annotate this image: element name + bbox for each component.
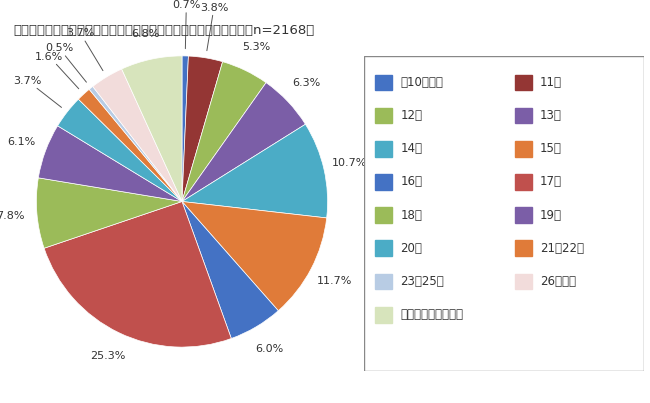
- Wedge shape: [182, 56, 222, 202]
- Wedge shape: [38, 126, 182, 202]
- Text: 12歳: 12歳: [400, 109, 422, 122]
- Text: 19歳: 19歳: [540, 209, 562, 222]
- Text: 10.7%: 10.7%: [332, 158, 367, 168]
- Bar: [515, 207, 532, 223]
- Wedge shape: [182, 83, 306, 202]
- Bar: [515, 274, 532, 289]
- Wedge shape: [182, 124, 328, 218]
- Text: 21～22歳: 21～22歳: [540, 242, 584, 255]
- Text: 16歳: 16歳: [400, 175, 422, 189]
- Text: メークはしていない: メークはしていない: [400, 308, 463, 321]
- Bar: [375, 207, 392, 223]
- Text: 15歳: 15歳: [540, 142, 562, 155]
- Text: 6.1%: 6.1%: [6, 137, 35, 147]
- Text: ～10歳まで: ～10歳まで: [400, 76, 443, 89]
- Wedge shape: [93, 69, 182, 202]
- Wedge shape: [182, 202, 278, 339]
- Text: 5.3%: 5.3%: [242, 42, 271, 52]
- Text: 3.7%: 3.7%: [66, 28, 103, 71]
- Bar: [515, 174, 532, 190]
- Text: 0.7%: 0.7%: [172, 0, 200, 49]
- Wedge shape: [36, 178, 182, 248]
- Text: 11.7%: 11.7%: [317, 276, 352, 286]
- Bar: [515, 108, 532, 123]
- Text: 23～25歳: 23～25歳: [400, 275, 444, 288]
- Text: 14歳: 14歳: [400, 142, 422, 155]
- Text: 18歳: 18歳: [400, 209, 422, 222]
- Text: 20歳: 20歳: [400, 242, 422, 255]
- Text: 6.0%: 6.0%: [255, 345, 283, 354]
- FancyBboxPatch shape: [364, 56, 644, 371]
- Text: 7.8%: 7.8%: [0, 210, 25, 220]
- Wedge shape: [79, 89, 182, 202]
- Text: 11歳: 11歳: [540, 76, 562, 89]
- Bar: [515, 241, 532, 256]
- Text: 26歳以上: 26歳以上: [540, 275, 576, 288]
- Wedge shape: [89, 87, 182, 202]
- Wedge shape: [182, 62, 266, 201]
- Bar: [375, 108, 392, 123]
- Bar: [515, 75, 532, 90]
- Bar: [515, 141, 532, 157]
- Bar: [375, 241, 392, 256]
- Bar: [375, 75, 392, 90]
- Text: 6.3%: 6.3%: [292, 79, 321, 89]
- Bar: [375, 274, 392, 289]
- Text: 13歳: 13歳: [540, 109, 562, 122]
- Text: 1.6%: 1.6%: [35, 52, 79, 89]
- Text: 0.5%: 0.5%: [45, 43, 86, 82]
- Text: あなたが、初めて、自分でメークをしたのは何歳の時ですか？　（n=2168）: あなたが、初めて、自分でメークをしたのは何歳の時ですか？ （n=2168）: [13, 24, 314, 37]
- Wedge shape: [182, 56, 188, 202]
- Bar: [375, 174, 392, 190]
- Bar: [375, 141, 392, 157]
- Wedge shape: [122, 56, 182, 202]
- Wedge shape: [44, 202, 231, 347]
- Text: 25.3%: 25.3%: [90, 351, 125, 361]
- Text: 3.8%: 3.8%: [200, 2, 228, 51]
- Text: 6.8%: 6.8%: [131, 29, 160, 39]
- Text: 3.7%: 3.7%: [13, 75, 62, 108]
- Text: 17歳: 17歳: [540, 175, 562, 189]
- Wedge shape: [182, 202, 327, 311]
- Bar: [375, 307, 392, 322]
- Wedge shape: [58, 99, 182, 202]
